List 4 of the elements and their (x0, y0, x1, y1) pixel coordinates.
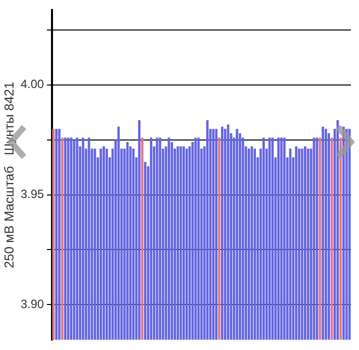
y-axis-title: 250 мВ Масштаб Шунты 8421 (1, 82, 16, 268)
y-tick-label: 3.90 (20, 296, 44, 311)
y-tick-label: 4.00 (20, 77, 44, 92)
y-tick-label: 3.95 (20, 187, 44, 202)
